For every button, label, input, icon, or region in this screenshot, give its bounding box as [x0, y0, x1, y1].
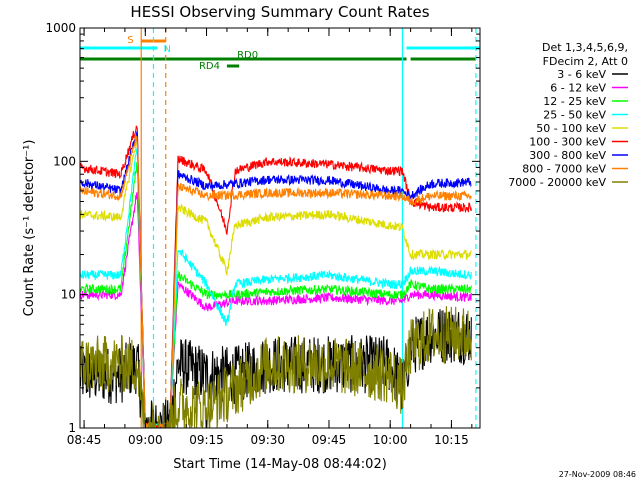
- y-axis-label: Count Rate (s⁻¹ detector⁻¹): [22, 140, 37, 317]
- flag-label: S: [127, 35, 133, 46]
- y-tick-label: 1000: [45, 21, 76, 35]
- legend-entry-label: 6 - 12 keV: [550, 82, 606, 95]
- x-tick-label: 08:45: [67, 433, 102, 447]
- legend-header: FDecim 2, Att 0: [543, 55, 628, 68]
- legend-entry-label: 3 - 6 keV: [557, 68, 606, 81]
- x-tick-label: 09:15: [189, 433, 224, 447]
- legend-entry-label: 12 - 25 keV: [543, 95, 606, 108]
- x-axis-label: Start Time (14-May-08 08:44:02): [173, 457, 387, 472]
- legend-entry-label: 25 - 50 keV: [543, 109, 606, 122]
- flag-label: RD4: [199, 61, 220, 72]
- chart-title: HESSI Observing Summary Count Rates: [130, 3, 429, 21]
- legend-header: Det 1,3,4,5,6,9,: [542, 41, 628, 54]
- plot-frame: [79, 27, 481, 429]
- legend-entry-label: 50 - 100 keV: [536, 122, 606, 135]
- y-tick-label: 1: [68, 421, 76, 435]
- x-tick-label: 09:00: [128, 433, 163, 447]
- x-tick-label: 10:15: [434, 433, 469, 447]
- footer-timestamp: 27-Nov-2009 08:46: [559, 470, 636, 479]
- flags-layer: S N RD4 RD0: [80, 35, 480, 72]
- legend-entry-label: 100 - 300 keV: [529, 136, 606, 149]
- axes-layer: 1 10 100 1000 08:45 09:00 09:15 09:30 09:45 10:00…: [45, 21, 480, 447]
- x-tick-label: 09:30: [250, 433, 285, 447]
- flag-label: RD0: [237, 50, 258, 61]
- x-tick-label: 09:45: [312, 433, 347, 447]
- legend-entry-label: 800 - 7000 keV: [522, 163, 606, 176]
- legend-entry-label: 300 - 800 keV: [529, 149, 606, 162]
- markers-layer: [140, 28, 477, 428]
- series-layer: [80, 124, 472, 428]
- y-tick-label: 10: [61, 288, 76, 302]
- x-tick-label: 10:00: [373, 433, 408, 447]
- legend-entry-label: 7000 - 20000 keV: [508, 176, 606, 189]
- series-line: [80, 306, 472, 428]
- legend: Det 1,3,4,5,6,9,FDecim 2, Att 03 - 6 keV…: [508, 41, 628, 189]
- y-tick-label: 100: [53, 154, 76, 168]
- flag-label: N: [164, 44, 171, 55]
